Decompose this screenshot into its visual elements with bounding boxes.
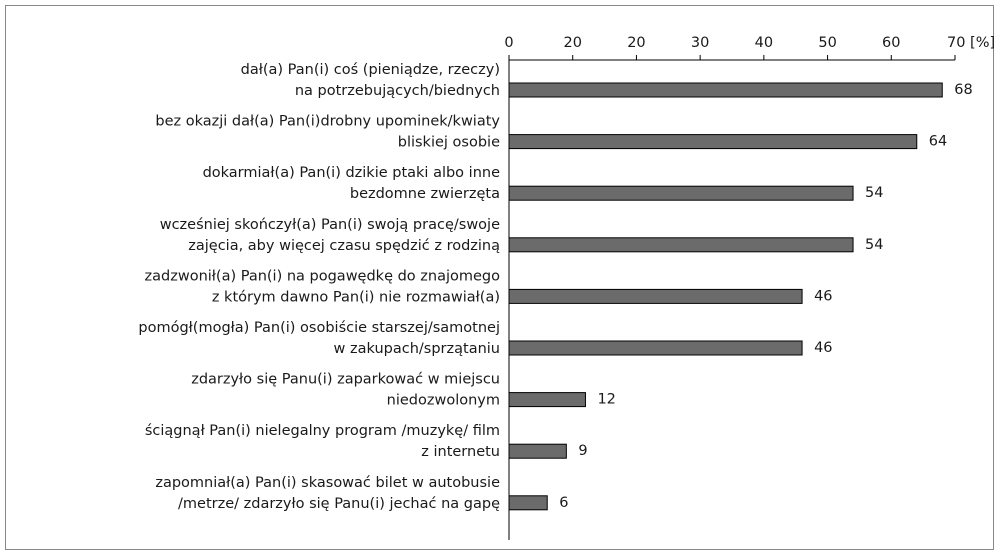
category-label: dokarmiał(a) Pan(i) dzikie ptaki albo in… <box>203 165 501 181</box>
bar <box>508 134 918 150</box>
category-label: na potrzebujących/biednych <box>295 83 500 99</box>
x-tick-label: 60 <box>882 35 900 51</box>
value-label: 6 <box>559 495 568 511</box>
value-label: 64 <box>929 134 947 150</box>
bar <box>508 443 567 459</box>
bar <box>508 495 548 511</box>
category-label: zadzwonił(a) Pan(i) na pogawędkę do znaj… <box>145 268 501 284</box>
frame <box>5 5 994 550</box>
category-label: z którym dawno Pan(i) nie rozmawiał(a) <box>212 289 500 305</box>
category-label: z internetu <box>421 444 500 460</box>
value-label: 54 <box>865 185 883 201</box>
category-label: pomógł(mogła) Pan(i) osobiście starszej/… <box>138 320 500 336</box>
category-label: /metrze/ zdarzyło się Panu(i) jechać na … <box>178 496 500 512</box>
bar <box>508 288 803 304</box>
x-tick-label: 30 <box>691 35 709 51</box>
category-label: bezdomne zwierzęta <box>350 186 500 202</box>
x-tick-label: 20 <box>563 35 581 51</box>
category-label: bliskiej osobie <box>398 135 500 151</box>
value-label: 12 <box>597 392 615 408</box>
category-label: zajęcia, aby więcej czasu spędzić z rodz… <box>188 238 500 254</box>
category-label: bez okazji dał(a) Pan(i)drobny upominek/… <box>155 114 500 130</box>
value-label: 46 <box>814 288 832 304</box>
bar <box>508 185 854 201</box>
value-label: 68 <box>954 82 972 98</box>
value-label: 9 <box>578 443 587 459</box>
category-label: zapomniał(a) Pan(i) skasować bilet w aut… <box>155 475 500 491</box>
x-tick-label: 20 <box>627 35 645 51</box>
category-label: w zakupach/sprzątaniu <box>334 341 500 357</box>
category-label: wcześniej skończył(a) Pan(i) swoją pracę… <box>160 217 500 233</box>
x-tick-label: 70 [%] <box>947 35 995 51</box>
bar <box>508 340 803 356</box>
category-label: zdarzyło się Panu(i) zaparkować w miejsc… <box>191 372 500 388</box>
value-label: 46 <box>814 340 832 356</box>
category-label: niedozwolonym <box>387 393 500 409</box>
x-tick-label: 0 <box>504 35 513 51</box>
category-label: dał(a) Pan(i) coś (pieniądze, rzeczy) <box>241 62 500 78</box>
x-tick-label: 40 <box>755 35 773 51</box>
category-label: ściągnął Pan(i) nielegalny program /muzy… <box>145 423 500 439</box>
bar <box>508 392 586 408</box>
x-tick-label: 50 <box>818 35 836 51</box>
bar <box>508 237 854 253</box>
value-label: 54 <box>865 237 883 253</box>
bar <box>508 82 943 98</box>
